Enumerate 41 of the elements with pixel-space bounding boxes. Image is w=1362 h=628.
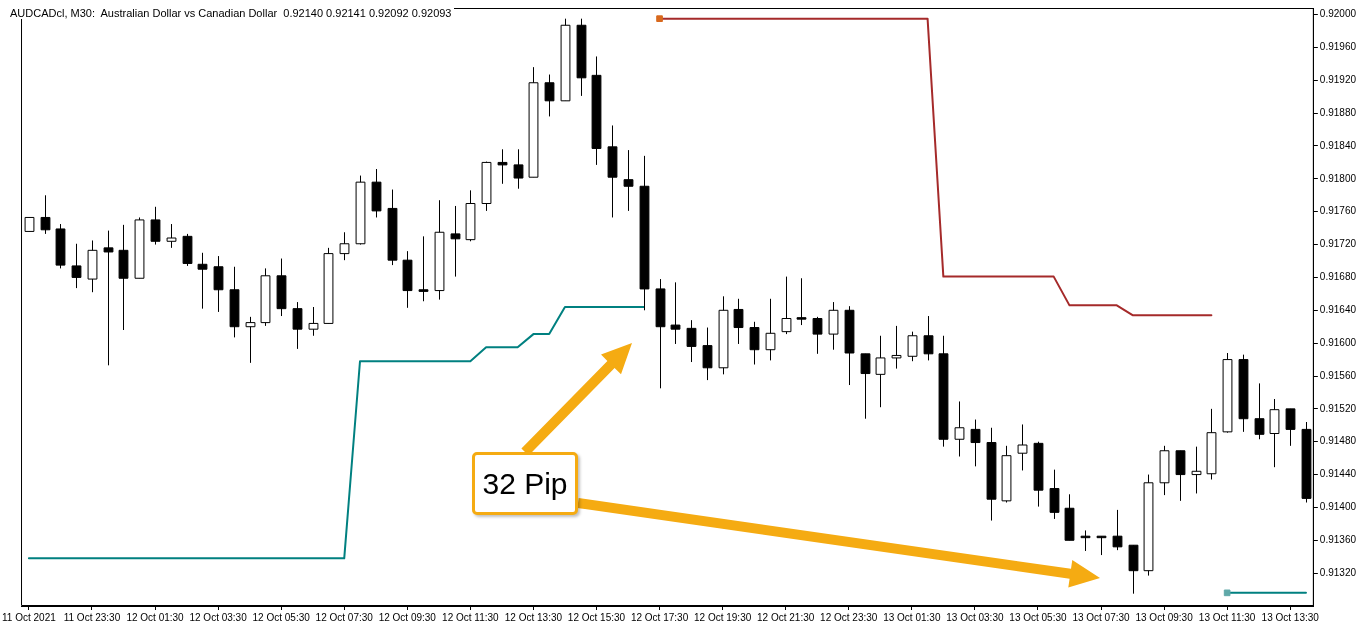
y-tick-label: 0.91480 (1319, 435, 1357, 447)
y-tick-label: 0.91680 (1319, 271, 1357, 283)
y-tick-label: 0.91920 (1319, 74, 1357, 86)
y-tick-label: 0.91840 (1319, 139, 1357, 151)
y-tick-label: 0.91600 (1319, 336, 1357, 348)
x-tick-label: 12 Oct 17:30 (630, 611, 689, 623)
x-tick-label: 12 Oct 13:30 (504, 611, 563, 623)
x-tick-label: 12 Oct 21:30 (757, 611, 815, 623)
y-tick-label: 0.91760 (1319, 205, 1357, 217)
x-tick-label: 13 Oct 13:30 (1261, 611, 1320, 623)
x-tick-label: 12 Oct 05:30 (252, 611, 311, 623)
x-tick-label: 12 Oct 03:30 (189, 611, 248, 623)
y-tick-label: 0.92000 (1319, 8, 1357, 20)
x-tick-label: 13 Oct 09:30 (1135, 611, 1194, 623)
x-tick-label: 12 Oct 15:30 (567, 611, 626, 623)
y-tick-label: 0.91720 (1319, 238, 1357, 250)
x-tick-label: 12 Oct 09:30 (378, 611, 437, 623)
x-tick-label: 13 Oct 01:30 (883, 611, 941, 623)
y-tick-label: 0.91440 (1319, 468, 1357, 480)
x-tick-label: 13 Oct 11:30 (1198, 611, 1256, 623)
x-tick-label: 12 Oct 19:30 (693, 611, 752, 623)
y-tick-label: 0.91560 (1319, 369, 1357, 381)
x-tick-label: 12 Oct 11:30 (442, 611, 500, 623)
y-tick-label: 0.91800 (1319, 172, 1357, 184)
x-tick-label: 11 Oct 23:30 (63, 611, 121, 623)
x-tick-label: 13 Oct 05:30 (1009, 611, 1068, 623)
y-tick-label: 0.91960 (1319, 41, 1357, 53)
y-tick-label: 0.91640 (1319, 304, 1357, 316)
x-tick-label: 12 Oct 01:30 (126, 611, 185, 623)
annotation: 32 Pip (472, 452, 578, 515)
y-tick-label: 0.91400 (1319, 501, 1357, 513)
y-tick-label: 0.91520 (1319, 402, 1357, 414)
y-tick-label: 0.91880 (1319, 106, 1357, 118)
x-tick-label: 13 Oct 03:30 (946, 611, 1004, 623)
y-tick-label: 0.91320 (1319, 566, 1357, 578)
x-tick-label: 12 Oct 07:30 (315, 611, 374, 623)
chart-title: AUDCADcl, M30: Australian Dollar vs Canadian Dollar 0.92140 0.92141 0.92092 0.92093 (8, 7, 454, 19)
y-tick-label: 0.91360 (1319, 534, 1357, 546)
x-tick-label: 13 Oct 07:30 (1072, 611, 1131, 623)
x-tick-label: 11 Oct 2021 (2, 611, 57, 623)
x-tick-label: 12 Oct 23:30 (820, 611, 878, 623)
